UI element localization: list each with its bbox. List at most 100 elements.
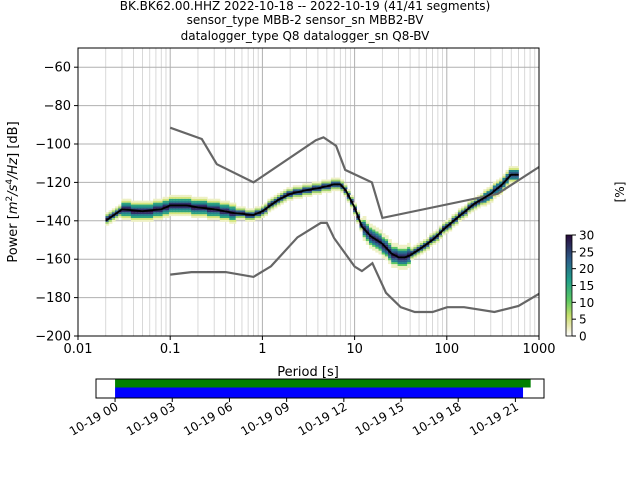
heatmap-cell <box>391 246 396 249</box>
x-tick-label: 1 <box>258 342 266 357</box>
heatmap-cell <box>270 206 275 209</box>
heatmap-cell <box>127 210 132 213</box>
heatmap-cell <box>432 239 437 242</box>
heatmap-cell <box>410 248 415 251</box>
heatmap-cell <box>299 189 303 192</box>
heatmap-cell <box>397 265 402 268</box>
heatmap-cell <box>156 200 161 203</box>
heatmap-cell <box>337 187 342 190</box>
heatmap-cell <box>334 189 338 192</box>
heatmap-cell <box>384 237 389 240</box>
heatmap-cell <box>384 244 389 247</box>
heatmap-cell <box>226 204 230 207</box>
heatmap-cell <box>235 206 240 209</box>
heatmap-cell <box>184 212 189 215</box>
heatmap-cell <box>318 191 322 194</box>
heatmap-cell <box>515 168 519 171</box>
heatmap-cell <box>165 214 170 217</box>
heatmap-cell <box>168 208 173 211</box>
heatmap-cell <box>397 244 402 247</box>
heatmap-cell <box>388 248 392 251</box>
heatmap-cell <box>334 187 338 190</box>
heatmap-cell <box>400 252 405 255</box>
heatmap-cell <box>235 216 240 219</box>
heatmap-cell <box>340 183 345 186</box>
heatmap-cell <box>289 187 294 190</box>
heatmap-cell <box>496 194 500 197</box>
heatmap-cell <box>143 212 148 215</box>
heatmap-cell <box>181 198 186 201</box>
heatmap-cell <box>270 200 275 203</box>
heatmap-cell <box>134 216 138 219</box>
heatmap-cell <box>365 239 370 242</box>
heatmap-cell <box>388 252 392 255</box>
heatmap-cell <box>445 223 449 226</box>
heatmap-cell <box>188 212 192 215</box>
heatmap-cell <box>365 221 370 224</box>
heatmap-cell <box>146 206 151 209</box>
heatmap-cell <box>327 183 332 186</box>
heatmap-cell <box>210 198 215 201</box>
heatmap-cell <box>203 202 208 205</box>
colorbar-tick-label: 10 <box>579 296 594 310</box>
heatmap-cell <box>330 177 335 180</box>
heatmap-cell <box>508 168 513 171</box>
heatmap-cell <box>505 175 510 178</box>
heatmap-cell <box>381 254 386 257</box>
heatmap-cell <box>194 216 199 219</box>
heatmap-cell <box>207 200 211 203</box>
heatmap-cell <box>505 173 510 176</box>
heatmap-cell <box>172 212 176 215</box>
heatmap-cell <box>200 216 205 219</box>
heatmap-cell <box>226 200 230 203</box>
heatmap-cell <box>461 217 465 220</box>
heatmap-cell <box>108 217 113 220</box>
heatmap-cell <box>111 217 116 220</box>
heatmap-cell <box>254 217 259 220</box>
heatmap-cell <box>515 175 519 178</box>
heatmap-cell <box>226 214 230 217</box>
y-tick-label: −120 <box>35 176 71 191</box>
heatmap-cell <box>283 198 288 201</box>
heatmap-cell <box>153 217 157 220</box>
heatmap-cell <box>384 239 389 242</box>
heatmap-cell <box>229 208 234 211</box>
heatmap-cell <box>197 198 202 201</box>
heatmap-cell <box>426 239 430 242</box>
heatmap-cell <box>400 244 405 247</box>
heatmap-cell <box>413 254 418 257</box>
heatmap-cell <box>127 212 132 215</box>
heatmap-cell <box>213 212 218 215</box>
heatmap-cell <box>229 217 234 220</box>
heatmap-cell <box>191 216 195 219</box>
heatmap-cell <box>451 216 456 219</box>
heatmap-cell <box>121 216 126 219</box>
heatmap-cell <box>203 204 208 207</box>
heatmap-cell <box>197 200 202 203</box>
heatmap-cell <box>299 196 303 199</box>
heatmap-cell <box>156 214 161 217</box>
heatmap-cell <box>403 262 408 265</box>
heatmap-cell <box>168 200 173 203</box>
heatmap-cell <box>407 242 411 245</box>
heatmap-cell <box>248 217 253 220</box>
y-axis: −200 −180 −160 −140 −120 −100 −80 −60 <box>35 61 78 345</box>
heatmap-cell <box>162 196 167 199</box>
heatmap-cell <box>365 237 370 240</box>
heatmap-cell <box>454 216 459 219</box>
heatmap-cell <box>375 246 380 249</box>
heatmap-cell <box>156 216 161 219</box>
heatmap-cell <box>143 204 148 207</box>
heatmap-cell <box>384 252 389 255</box>
heatmap-cell <box>403 248 408 251</box>
heatmap-cell <box>391 260 396 263</box>
heatmap-cell <box>486 189 491 192</box>
heatmap-cell <box>292 196 297 199</box>
heatmap-cell <box>203 210 208 213</box>
heatmap-cell <box>375 229 380 232</box>
heatmap-cell <box>146 202 151 205</box>
heatmap-cell <box>191 212 195 215</box>
heatmap-cell <box>114 208 119 211</box>
heatmap-cell <box>216 217 221 220</box>
heatmap-cell <box>280 191 284 194</box>
